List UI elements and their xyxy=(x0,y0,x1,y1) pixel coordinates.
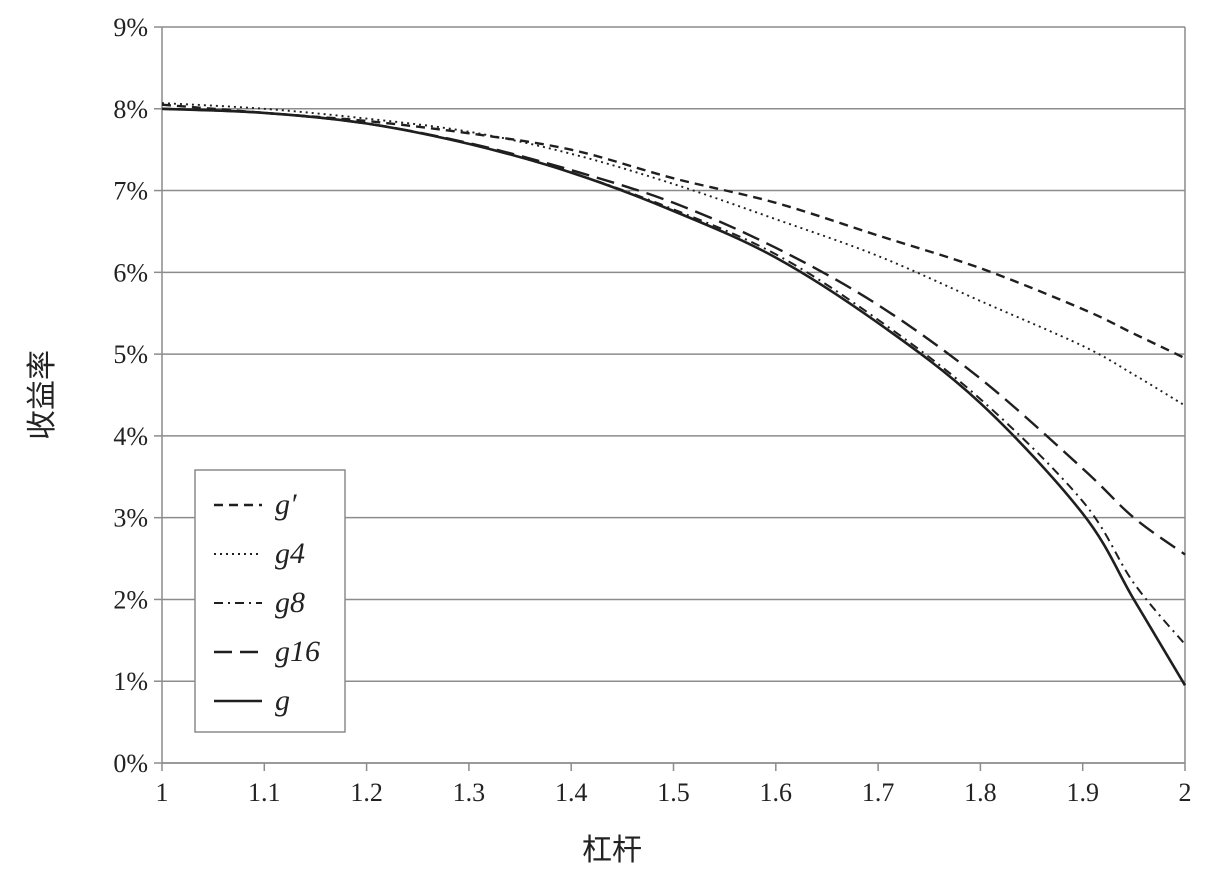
y-tick-label: 0% xyxy=(113,749,148,778)
y-tick-label: 1% xyxy=(113,667,148,696)
legend-box xyxy=(194,469,346,733)
y-axis-title: 收益率 xyxy=(25,350,60,440)
x-tick-label: 1.5 xyxy=(657,778,690,807)
y-tick-label: 2% xyxy=(113,585,148,614)
y-tick-label: 4% xyxy=(113,422,148,451)
legend-label: g16 xyxy=(275,635,320,668)
x-tick-label: 1.7 xyxy=(862,778,895,807)
legend-label: g8 xyxy=(275,586,305,619)
x-tick-label: 1.6 xyxy=(760,778,793,807)
x-tick-label: 1 xyxy=(156,778,169,807)
x-tick-label: 1.1 xyxy=(248,778,281,807)
series-lines xyxy=(161,102,1187,686)
x-tick-label: 1.8 xyxy=(964,778,997,807)
legend-label: g′ xyxy=(275,488,297,521)
y-tick-label: 5% xyxy=(113,340,148,369)
x-axis-title: 杠杆 xyxy=(582,833,642,868)
series-line-g xyxy=(161,107,1187,686)
x-tick-label: 1.3 xyxy=(453,778,486,807)
y-tick-label: 9% xyxy=(113,13,148,42)
legend: g′ g4 g8 g16 g xyxy=(194,469,346,733)
x-tick-label: 2 xyxy=(1179,778,1192,807)
x-tick-label: 1.9 xyxy=(1066,778,1099,807)
y-tick-label: 3% xyxy=(113,504,148,533)
axes: 0% 1% 2% 3% 4% 5% 6% 7% 8% 9% 1 1.1 1.2 1.3 1.4 1.5 1.6 1… xyxy=(113,13,1191,807)
y-tick-label: 7% xyxy=(113,177,148,206)
x-tick-label: 1.2 xyxy=(350,778,383,807)
series-line-g4 xyxy=(161,102,1186,407)
x-tick-label: 1.4 xyxy=(555,778,588,807)
y-tick-label: 8% xyxy=(113,95,148,124)
series-line-g xyxy=(161,103,1186,360)
legend-label: g xyxy=(275,684,290,717)
legend-label: g4 xyxy=(275,537,305,570)
y-tick-label: 6% xyxy=(113,258,148,287)
